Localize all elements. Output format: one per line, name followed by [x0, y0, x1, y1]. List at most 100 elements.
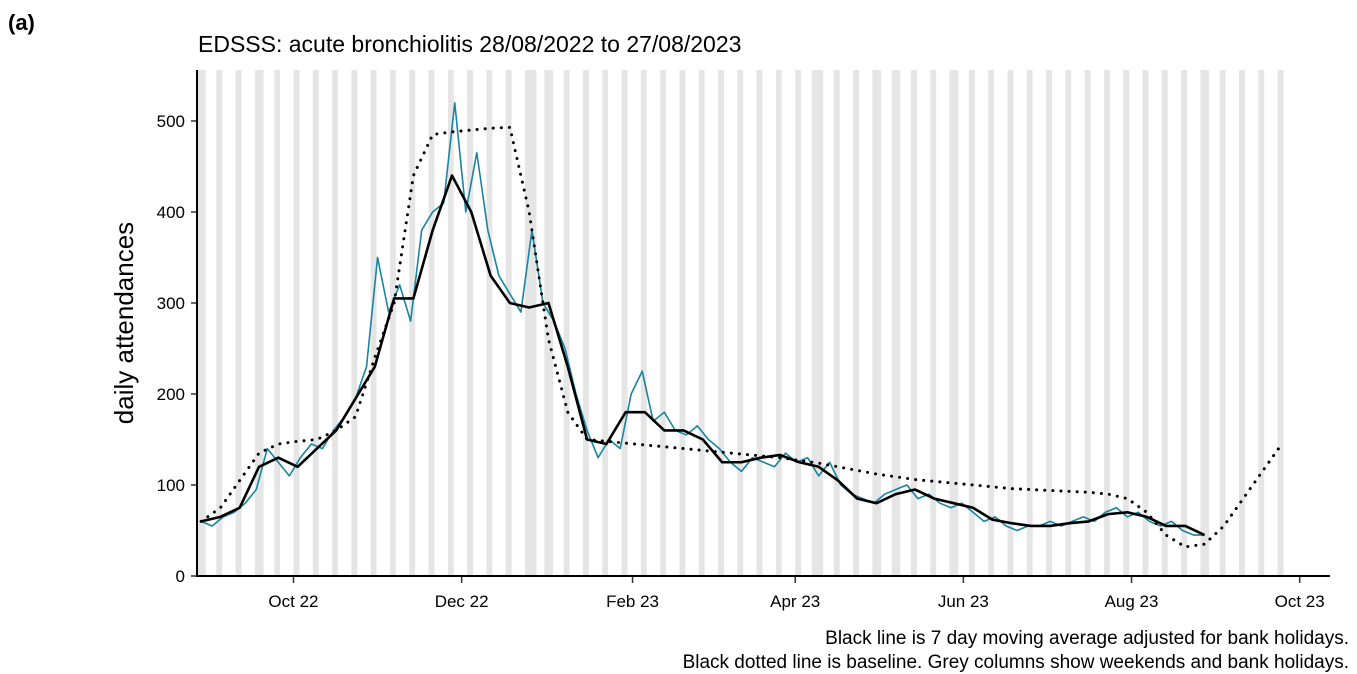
weekend-column — [235, 70, 239, 576]
weekend-column — [276, 70, 281, 576]
bank-holiday-column — [820, 70, 824, 576]
weekend-column — [547, 70, 551, 576]
bank-holiday-column — [1205, 70, 1210, 576]
x-tick-label: Jun 23 — [938, 592, 989, 611]
bank-holiday-column — [877, 70, 882, 576]
weekend-column — [315, 70, 319, 576]
weekend-column — [1010, 70, 1014, 576]
x-tick-label: Apr 23 — [770, 592, 820, 611]
weekend-column — [1142, 70, 1146, 576]
weekend-column — [855, 70, 860, 576]
y-tick-label: 200 — [157, 385, 185, 404]
y-tick-label: 500 — [157, 112, 185, 131]
weekend-column — [1239, 70, 1243, 576]
weekend-column — [1181, 70, 1185, 576]
weekend-column — [1203, 70, 1207, 576]
weekend-column — [431, 70, 435, 576]
weekend-column — [875, 70, 879, 576]
caption: Black line is 7 day moving average adjus… — [825, 628, 1349, 649]
weekend-column — [1183, 70, 1188, 576]
weekend-column — [737, 70, 741, 576]
weekend-column — [447, 70, 452, 576]
weekend-column — [660, 70, 664, 576]
weekend-column — [604, 70, 609, 576]
weekend-column — [913, 70, 917, 576]
bank-holiday-column — [897, 70, 901, 576]
weekend-column — [1161, 70, 1165, 576]
weekend-column — [254, 70, 259, 576]
weekend-column — [1065, 70, 1069, 576]
weekend-column — [1277, 70, 1281, 576]
weekend-column — [1164, 70, 1168, 576]
weekend-column — [389, 70, 394, 576]
weekend-column — [814, 70, 818, 576]
weekend-column — [312, 70, 316, 576]
weekend-column — [257, 70, 261, 576]
weekend-column — [1068, 70, 1072, 576]
weekend-column — [910, 70, 915, 576]
panel-label: (a) — [8, 10, 35, 35]
weekend-column — [274, 70, 278, 576]
weekend-column — [409, 70, 413, 576]
weekend-column — [527, 70, 531, 576]
weekend-column — [489, 70, 493, 576]
weekend-column — [621, 70, 625, 576]
weekend-column — [952, 70, 956, 576]
weekend-column — [1046, 70, 1050, 576]
weekend-column — [797, 70, 802, 576]
weekend-column — [720, 70, 724, 576]
weekend-column — [563, 70, 567, 576]
weekend-column — [718, 70, 722, 576]
weekend-column — [662, 70, 667, 576]
weekend-column — [1106, 70, 1110, 576]
weekend-column — [740, 70, 744, 576]
weekend-column — [1087, 70, 1091, 576]
weekend-column — [585, 70, 589, 576]
weekend-column — [1103, 70, 1108, 576]
weekend-column — [682, 70, 686, 576]
weekend-column — [775, 70, 780, 576]
x-tick-label: Feb 23 — [606, 592, 659, 611]
weekend-column — [392, 70, 396, 576]
x-tick-label: Oct 22 — [268, 592, 318, 611]
weekend-column — [582, 70, 587, 576]
weekend-column — [508, 70, 512, 576]
weekend-column — [469, 70, 474, 576]
weekend-column — [1222, 70, 1226, 576]
weekend-column — [872, 70, 876, 576]
weekend-column — [624, 70, 628, 576]
weekend-column — [833, 70, 837, 576]
weekend-column — [1219, 70, 1223, 576]
weekend-column — [1261, 70, 1265, 576]
weekend-column — [351, 70, 355, 576]
weekend-column — [602, 70, 606, 576]
weekend-column — [853, 70, 857, 576]
bank-holiday-column — [549, 70, 554, 576]
weekend-column — [197, 70, 201, 576]
weekend-column — [891, 70, 895, 576]
y-tick-label: 100 — [157, 476, 185, 495]
x-tick-label: Dec 22 — [435, 592, 489, 611]
weekend-column — [412, 70, 416, 576]
weekend-column — [759, 70, 763, 576]
weekend-column — [1026, 70, 1030, 576]
weekend-column — [698, 70, 702, 576]
weekend-column — [1258, 70, 1262, 576]
bank-holiday-column — [260, 70, 264, 576]
weekend-column — [354, 70, 358, 576]
weekend-column — [643, 70, 647, 576]
series-line — [200, 174, 1206, 537]
y-tick-label: 0 — [176, 567, 185, 586]
weekend-column — [1145, 70, 1149, 576]
weekend-column — [990, 70, 995, 576]
weekend-column — [1007, 70, 1011, 576]
chart-title: EDSSS: acute bronchiolitis 28/08/2022 to… — [198, 31, 741, 57]
weekend-column — [332, 70, 336, 576]
bank-holiday-column — [955, 70, 959, 576]
weekend-column — [701, 70, 705, 576]
weekend-column — [373, 70, 377, 576]
bank-holiday-column — [202, 70, 206, 576]
weekend-column — [370, 70, 374, 576]
weekend-column — [933, 70, 937, 576]
weekend-column — [216, 70, 220, 576]
